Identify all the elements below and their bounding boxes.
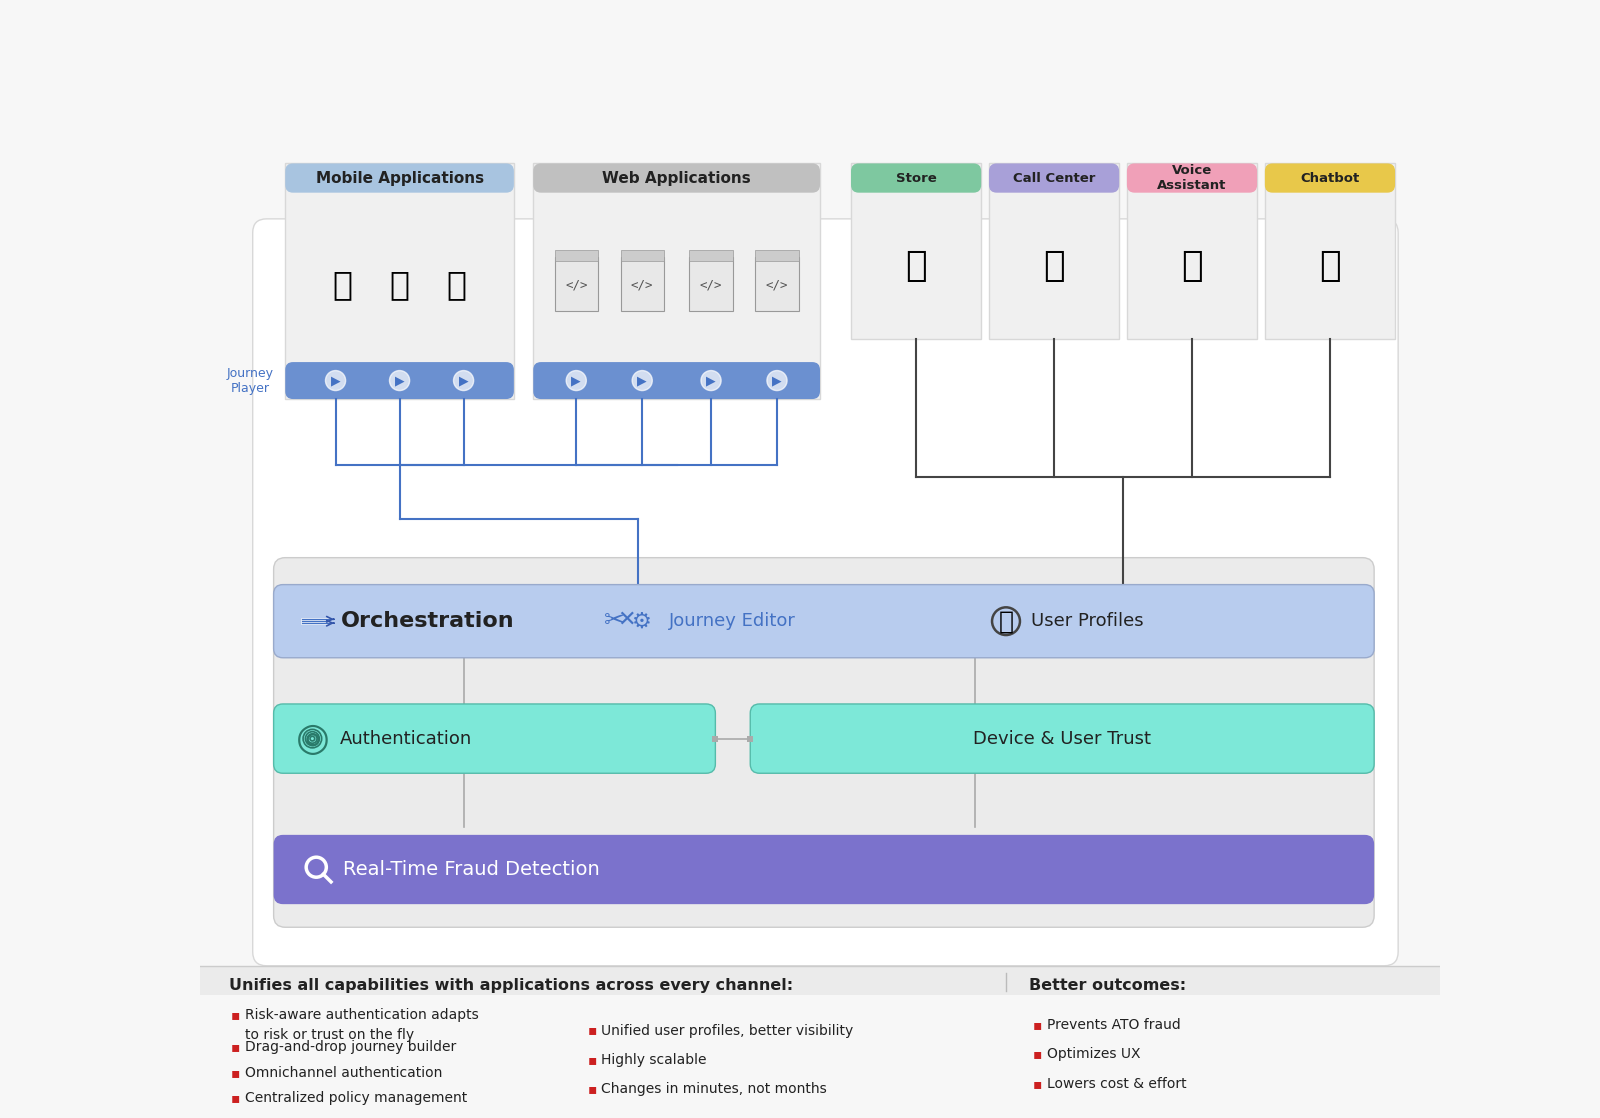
Text: Journey Editor: Journey Editor	[669, 613, 795, 631]
Bar	[690, 249, 733, 262]
Bar	[712, 736, 718, 741]
FancyBboxPatch shape	[274, 585, 1374, 657]
Text: ▪: ▪	[1034, 1018, 1043, 1032]
FancyBboxPatch shape	[750, 704, 1374, 774]
Text: ▶: ▶	[331, 375, 341, 387]
Circle shape	[701, 370, 722, 390]
Bar	[690, 257, 733, 311]
Bar	[621, 257, 664, 311]
Text: Journey
Player: Journey Player	[227, 367, 274, 395]
Bar	[533, 163, 819, 399]
Text: </>: </>	[565, 278, 587, 292]
Text: Centralized policy management: Centralized policy management	[245, 1091, 467, 1106]
Text: Better outcomes:: Better outcomes:	[1029, 977, 1186, 993]
Text: Unifies all capabilities with applications across every channel:: Unifies all capabilities with applicatio…	[229, 977, 794, 993]
FancyBboxPatch shape	[285, 163, 514, 192]
Text: Prevents ATO fraud: Prevents ATO fraud	[1046, 1018, 1181, 1032]
Text: Store: Store	[896, 171, 936, 184]
FancyBboxPatch shape	[533, 163, 819, 192]
Text: ▶: ▶	[459, 375, 469, 387]
FancyBboxPatch shape	[274, 704, 715, 774]
Text: Optimizes UX: Optimizes UX	[1046, 1048, 1141, 1061]
Text: ▶: ▶	[395, 375, 405, 387]
Bar	[555, 249, 598, 262]
Bar	[301, 618, 330, 620]
Text: Highly scalable: Highly scalable	[602, 1053, 707, 1067]
Text: Real-Time Fraud Detection: Real-Time Fraud Detection	[344, 860, 600, 879]
Bar	[851, 163, 981, 339]
Text: ▪: ▪	[230, 1041, 240, 1054]
Circle shape	[632, 370, 653, 390]
Circle shape	[566, 370, 586, 390]
FancyBboxPatch shape	[1126, 163, 1258, 192]
Bar	[285, 163, 514, 399]
Text: </>: </>	[766, 278, 789, 292]
Text: User Profiles: User Profiles	[1030, 613, 1144, 631]
Bar	[555, 257, 598, 311]
FancyBboxPatch shape	[533, 362, 819, 399]
FancyBboxPatch shape	[285, 362, 514, 399]
Text: ▶: ▶	[773, 375, 782, 387]
FancyBboxPatch shape	[851, 163, 981, 192]
Text: 🏪: 🏪	[906, 249, 926, 283]
Text: 🤖: 🤖	[1318, 249, 1341, 283]
Text: </>: </>	[630, 278, 653, 292]
FancyBboxPatch shape	[274, 835, 1374, 904]
Text: ▪: ▪	[587, 1053, 597, 1067]
Text: ▪: ▪	[230, 1065, 240, 1080]
FancyBboxPatch shape	[253, 219, 1398, 966]
Text: ▪: ▪	[1034, 1077, 1043, 1091]
Text: ▪: ▪	[230, 1091, 240, 1106]
Bar	[755, 257, 798, 311]
Text: 👤: 👤	[998, 609, 1013, 633]
Text: Omnichannel authentication: Omnichannel authentication	[245, 1065, 442, 1080]
Text: </>: </>	[699, 278, 722, 292]
Text: Unified user profiles, better visibility: Unified user profiles, better visibility	[602, 1023, 854, 1038]
Text: 📱: 📱	[333, 268, 352, 302]
Circle shape	[453, 370, 474, 390]
Bar	[621, 249, 664, 262]
Text: Authentication: Authentication	[339, 730, 472, 748]
Text: ✂: ✂	[605, 609, 626, 633]
Bar	[1126, 163, 1258, 339]
Text: 📱: 📱	[446, 268, 467, 302]
FancyBboxPatch shape	[1266, 163, 1395, 192]
Bar	[747, 736, 754, 741]
Text: ▶: ▶	[706, 375, 715, 387]
Bar	[301, 622, 330, 625]
Text: 📱: 📱	[389, 268, 410, 302]
Text: 🎤: 🎤	[1181, 249, 1203, 283]
Text: 🎧: 🎧	[1043, 249, 1066, 283]
Bar	[989, 163, 1118, 339]
Text: Device & User Trust: Device & User Trust	[973, 730, 1150, 748]
Text: Voice
Assistant: Voice Assistant	[1157, 164, 1227, 192]
Bar	[755, 249, 798, 262]
Text: Mobile Applications: Mobile Applications	[315, 171, 483, 186]
Text: ▶: ▶	[571, 375, 581, 387]
Text: Drag-and-drop journey builder: Drag-and-drop journey builder	[245, 1041, 456, 1054]
Bar	[1266, 163, 1395, 339]
Text: Call Center: Call Center	[1013, 171, 1096, 184]
Bar	[200, 966, 1440, 995]
Text: ▪: ▪	[587, 1082, 597, 1096]
Text: Risk-aware authentication adapts
to risk or trust on the fly: Risk-aware authentication adapts to risk…	[245, 1008, 478, 1042]
Circle shape	[389, 370, 410, 390]
Circle shape	[766, 370, 787, 390]
Text: ◎: ◎	[296, 720, 330, 758]
Text: Lowers cost & effort: Lowers cost & effort	[1046, 1077, 1187, 1091]
Text: Changes in minutes, not months: Changes in minutes, not months	[602, 1082, 827, 1096]
Text: ▪: ▪	[587, 1023, 597, 1038]
Text: Orchestration: Orchestration	[341, 612, 515, 632]
Circle shape	[325, 370, 346, 390]
Text: Chatbot: Chatbot	[1301, 171, 1360, 184]
FancyBboxPatch shape	[274, 558, 1374, 927]
Text: Web Applications: Web Applications	[602, 171, 750, 186]
Text: ▪: ▪	[230, 1008, 240, 1022]
Bar	[301, 620, 330, 623]
FancyBboxPatch shape	[989, 163, 1118, 192]
Text: ▶: ▶	[637, 375, 646, 387]
Text: ▪: ▪	[1034, 1048, 1043, 1061]
Text: ✕: ✕	[618, 609, 635, 629]
Text: ⚙: ⚙	[632, 612, 651, 632]
